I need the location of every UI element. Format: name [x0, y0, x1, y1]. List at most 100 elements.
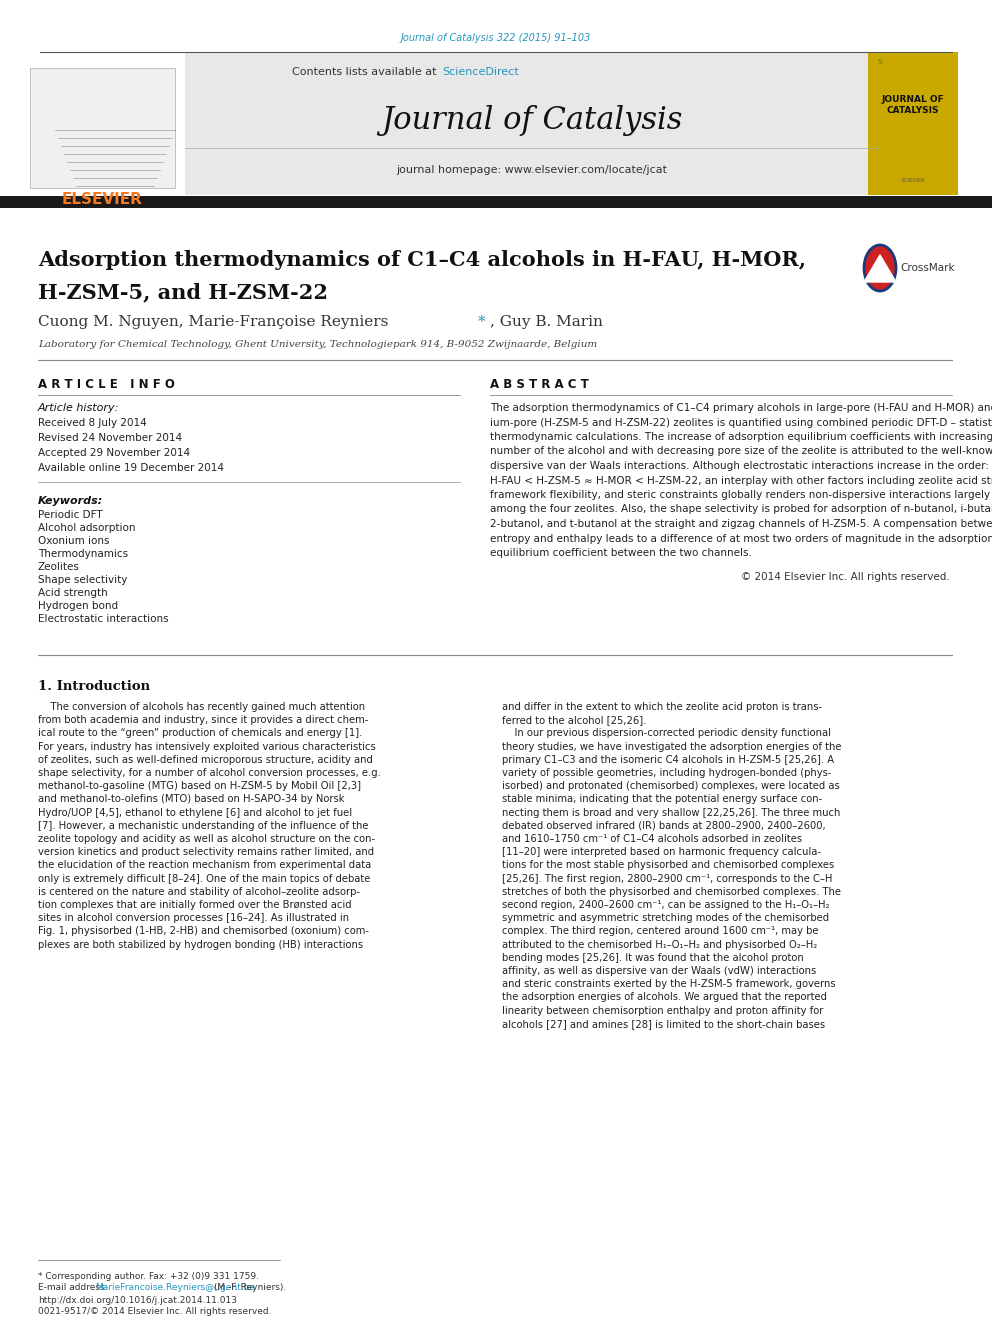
Text: The conversion of alcohols has recently gained much attention: The conversion of alcohols has recently … [38, 703, 365, 712]
Text: linearity between chemisorption enthalpy and proton affinity for: linearity between chemisorption enthalpy… [502, 1005, 823, 1016]
Text: E-mail address:: E-mail address: [38, 1283, 110, 1293]
Text: Revised 24 November 2014: Revised 24 November 2014 [38, 433, 183, 443]
Text: [25,26]. The first region, 2800–2900 cm⁻¹, corresponds to the C–H: [25,26]. The first region, 2800–2900 cm⁻… [502, 873, 832, 884]
Text: and steric constraints exerted by the H-ZSM-5 framework, governs: and steric constraints exerted by the H-… [502, 979, 835, 990]
Text: © 2014 Elsevier Inc. All rights reserved.: © 2014 Elsevier Inc. All rights reserved… [741, 573, 950, 582]
Text: CrossMark: CrossMark [900, 263, 954, 273]
Bar [0, 196, 992, 208]
Text: Journal of Catalysis 322 (2015) 91–103: Journal of Catalysis 322 (2015) 91–103 [401, 33, 591, 44]
Text: thermodynamic calculations. The increase of adsorption equilibrium coefficients : thermodynamic calculations. The increase… [490, 433, 992, 442]
Text: JOURNAL OF
CATALYSIS: JOURNAL OF CATALYSIS [882, 95, 944, 115]
Text: Fig. 1, physisorbed (1-HB, 2-HB) and chemisorbed (oxonium) com-: Fig. 1, physisorbed (1-HB, 2-HB) and che… [38, 926, 369, 937]
Text: * Corresponding author. Fax: +32 (0)9 331 1759.: * Corresponding author. Fax: +32 (0)9 33… [38, 1271, 259, 1281]
Text: sites in alcohol conversion processes [16–24]. As illustrated in: sites in alcohol conversion processes [1… [38, 913, 349, 923]
Text: stable minima, indicating that the potential energy surface con-: stable minima, indicating that the poten… [502, 794, 822, 804]
Text: [7]. However, a mechanistic understanding of the influence of the: [7]. However, a mechanistic understandin… [38, 820, 368, 831]
Text: http://dx.doi.org/10.1016/j.jcat.2014.11.013: http://dx.doi.org/10.1016/j.jcat.2014.11… [38, 1297, 237, 1304]
Text: equilibrium coefficient between the two channels.: equilibrium coefficient between the two … [490, 548, 752, 558]
Text: debated observed infrared (IR) bands at 2800–2900, 2400–2600,: debated observed infrared (IR) bands at … [502, 820, 825, 831]
Text: A R T I C L E   I N F O: A R T I C L E I N F O [38, 378, 175, 392]
Text: and differ in the extent to which the zeolite acid proton is trans-: and differ in the extent to which the ze… [502, 703, 822, 712]
Text: The adsorption thermodynamics of C1–C4 primary alcohols in large-pore (H-FAU and: The adsorption thermodynamics of C1–C4 p… [490, 404, 992, 413]
Text: journal homepage: www.elsevier.com/locate/jcat: journal homepage: www.elsevier.com/locat… [397, 165, 668, 175]
Text: second region, 2400–2600 cm⁻¹, can be assigned to the H₁–O₁–H₂: second region, 2400–2600 cm⁻¹, can be as… [502, 900, 829, 910]
Text: only is extremely difficult [8–24]. One of the main topics of debate: only is extremely difficult [8–24]. One … [38, 873, 370, 884]
Text: (M.-F. Reyniers).: (M.-F. Reyniers). [210, 1283, 286, 1293]
Text: Laboratory for Chemical Technology, Ghent University, Technologiepark 914, B-905: Laboratory for Chemical Technology, Ghen… [38, 340, 597, 349]
Text: A B S T R A C T: A B S T R A C T [490, 378, 588, 392]
Text: For years, industry has intensively exploited various characteristics: For years, industry has intensively expl… [38, 742, 376, 751]
Text: [11–20] were interpreted based on harmonic frequency calcula-: [11–20] were interpreted based on harmon… [502, 847, 821, 857]
Text: H-ZSM-5, and H-ZSM-22: H-ZSM-5, and H-ZSM-22 [38, 282, 328, 302]
Text: primary C1–C3 and the isomeric C4 alcohols in H-ZSM-5 [25,26]. A: primary C1–C3 and the isomeric C4 alcoho… [502, 755, 834, 765]
Text: ELSEVIER: ELSEVIER [902, 177, 925, 183]
Text: Available online 19 December 2014: Available online 19 December 2014 [38, 463, 224, 474]
Text: Article history:: Article history: [38, 404, 119, 413]
Text: framework flexibility, and steric constraints globally renders non-dispersive in: framework flexibility, and steric constr… [490, 490, 992, 500]
Text: the adsorption energies of alcohols. We argued that the reported: the adsorption energies of alcohols. We … [502, 992, 827, 1003]
Text: zeolite topology and acidity as well as alcohol structure on the con-: zeolite topology and acidity as well as … [38, 833, 375, 844]
Text: number of the alcohol and with decreasing pore size of the zeolite is attributed: number of the alcohol and with decreasin… [490, 446, 992, 456]
Text: symmetric and asymmetric stretching modes of the chemisorbed: symmetric and asymmetric stretching mode… [502, 913, 829, 923]
Text: among the four zeolites. Also, the shape selectivity is probed for adsorption of: among the four zeolites. Also, the shape… [490, 504, 992, 515]
Text: shape selectivity, for a number of alcohol conversion processes, e.g.: shape selectivity, for a number of alcoh… [38, 767, 381, 778]
Text: Cuong M. Nguyen, Marie-Françoise Reyniers: Cuong M. Nguyen, Marie-Françoise Reynier… [38, 315, 393, 329]
Text: MarieFrancoise.Reyniers@ugent.be: MarieFrancoise.Reyniers@ugent.be [95, 1283, 256, 1293]
Text: tions for the most stable physisorbed and chemisorbed complexes: tions for the most stable physisorbed an… [502, 860, 834, 871]
Polygon shape [864, 255, 896, 282]
Text: version kinetics and product selectivity remains rather limited, and: version kinetics and product selectivity… [38, 847, 374, 857]
Text: Contents lists available at: Contents lists available at [292, 67, 440, 77]
Text: Periodic DFT: Periodic DFT [38, 509, 102, 520]
Text: attributed to the chemisorbed H₁–O₁–H₂ and physisorbed O₂–H₂: attributed to the chemisorbed H₁–O₁–H₂ a… [502, 939, 817, 950]
Text: Oxonium ions: Oxonium ions [38, 536, 109, 546]
Text: *: * [478, 315, 486, 329]
Text: from both academia and industry, since it provides a direct chem-: from both academia and industry, since i… [38, 716, 368, 725]
Text: ferred to the alcohol [25,26].: ferred to the alcohol [25,26]. [502, 716, 647, 725]
Text: methanol-to-gasoline (MTG) based on H-ZSM-5 by Mobil Oil [2,3]: methanol-to-gasoline (MTG) based on H-ZS… [38, 781, 361, 791]
Text: isorbed) and protonated (chemisorbed) complexes, were located as: isorbed) and protonated (chemisorbed) co… [502, 781, 840, 791]
Text: Received 8 July 2014: Received 8 July 2014 [38, 418, 147, 429]
Text: In our previous dispersion-corrected periodic density functional: In our previous dispersion-corrected per… [502, 729, 831, 738]
Bar [868, 52, 958, 194]
Text: , Guy B. Marin: , Guy B. Marin [490, 315, 603, 329]
Text: is centered on the nature and stability of alcohol–zeolite adsorp-: is centered on the nature and stability … [38, 886, 360, 897]
Text: Thermodynamics: Thermodynamics [38, 549, 128, 560]
Text: affinity, as well as dispersive van der Waals (vdW) interactions: affinity, as well as dispersive van der … [502, 966, 816, 976]
Bar [30, 67, 175, 188]
Text: ScienceDirect: ScienceDirect [442, 67, 519, 77]
Text: Keywords:: Keywords: [38, 496, 103, 505]
Text: entropy and enthalpy leads to a difference of at most two orders of magnitude in: entropy and enthalpy leads to a differen… [490, 533, 992, 544]
Text: Shape selectivity: Shape selectivity [38, 576, 127, 585]
Text: of zeolites, such as well-defined microporous structure, acidity and: of zeolites, such as well-defined microp… [38, 755, 373, 765]
Text: and 1610–1750 cm⁻¹ of C1–C4 alcohols adsorbed in zeolites: and 1610–1750 cm⁻¹ of C1–C4 alcohols ads… [502, 833, 803, 844]
Text: 0021-9517/© 2014 Elsevier Inc. All rights reserved.: 0021-9517/© 2014 Elsevier Inc. All right… [38, 1307, 272, 1316]
Text: the elucidation of the reaction mechanism from experimental data: the elucidation of the reaction mechanis… [38, 860, 371, 871]
Text: 1. Introduction: 1. Introduction [38, 680, 150, 693]
Ellipse shape [864, 245, 896, 291]
Text: tion complexes that are initially formed over the Brønsted acid: tion complexes that are initially formed… [38, 900, 351, 910]
Text: alcohols [27] and amines [28] is limited to the short-chain bases: alcohols [27] and amines [28] is limited… [502, 1019, 825, 1029]
Text: plexes are both stabilized by hydrogen bonding (HB) interactions: plexes are both stabilized by hydrogen b… [38, 939, 363, 950]
Text: and methanol-to-olefins (MTO) based on H-SAPO-34 by Norsk: and methanol-to-olefins (MTO) based on H… [38, 794, 344, 804]
Text: bending modes [25,26]. It was found that the alcohol proton: bending modes [25,26]. It was found that… [502, 953, 804, 963]
Text: necting them is broad and very shallow [22,25,26]. The three much: necting them is broad and very shallow [… [502, 807, 840, 818]
Text: Journal of Catalysis: Journal of Catalysis [381, 105, 682, 135]
Text: dispersive van der Waals interactions. Although electrostatic interactions incre: dispersive van der Waals interactions. A… [490, 460, 989, 471]
Text: Zeolites: Zeolites [38, 562, 80, 572]
Text: Acid strength: Acid strength [38, 587, 108, 598]
Text: ium-pore (H-ZSM-5 and H-ZSM-22) zeolites is quantified using combined periodic D: ium-pore (H-ZSM-5 and H-ZSM-22) zeolites… [490, 418, 992, 427]
Text: S: S [878, 60, 883, 65]
Bar [185, 52, 880, 194]
Text: ELSEVIER: ELSEVIER [62, 193, 143, 208]
Text: stretches of both the physisorbed and chemisorbed complexes. The: stretches of both the physisorbed and ch… [502, 886, 841, 897]
Text: Hydrogen bond: Hydrogen bond [38, 601, 118, 611]
Text: theory studies, we have investigated the adsorption energies of the: theory studies, we have investigated the… [502, 742, 841, 751]
Text: Accepted 29 November 2014: Accepted 29 November 2014 [38, 448, 190, 458]
Text: complex. The third region, centered around 1600 cm⁻¹, may be: complex. The third region, centered arou… [502, 926, 818, 937]
Text: Alcohol adsorption: Alcohol adsorption [38, 523, 136, 533]
Text: Electrostatic interactions: Electrostatic interactions [38, 614, 169, 624]
Text: Adsorption thermodynamics of C1–C4 alcohols in H-FAU, H-MOR,: Adsorption thermodynamics of C1–C4 alcoh… [38, 250, 806, 270]
Text: variety of possible geometries, including hydrogen-bonded (phys-: variety of possible geometries, includin… [502, 767, 831, 778]
Text: Hydro/UOP [4,5], ethanol to ethylene [6] and alcohol to jet fuel: Hydro/UOP [4,5], ethanol to ethylene [6]… [38, 807, 352, 818]
Text: ical route to the “green” production of chemicals and energy [1].: ical route to the “green” production of … [38, 729, 362, 738]
